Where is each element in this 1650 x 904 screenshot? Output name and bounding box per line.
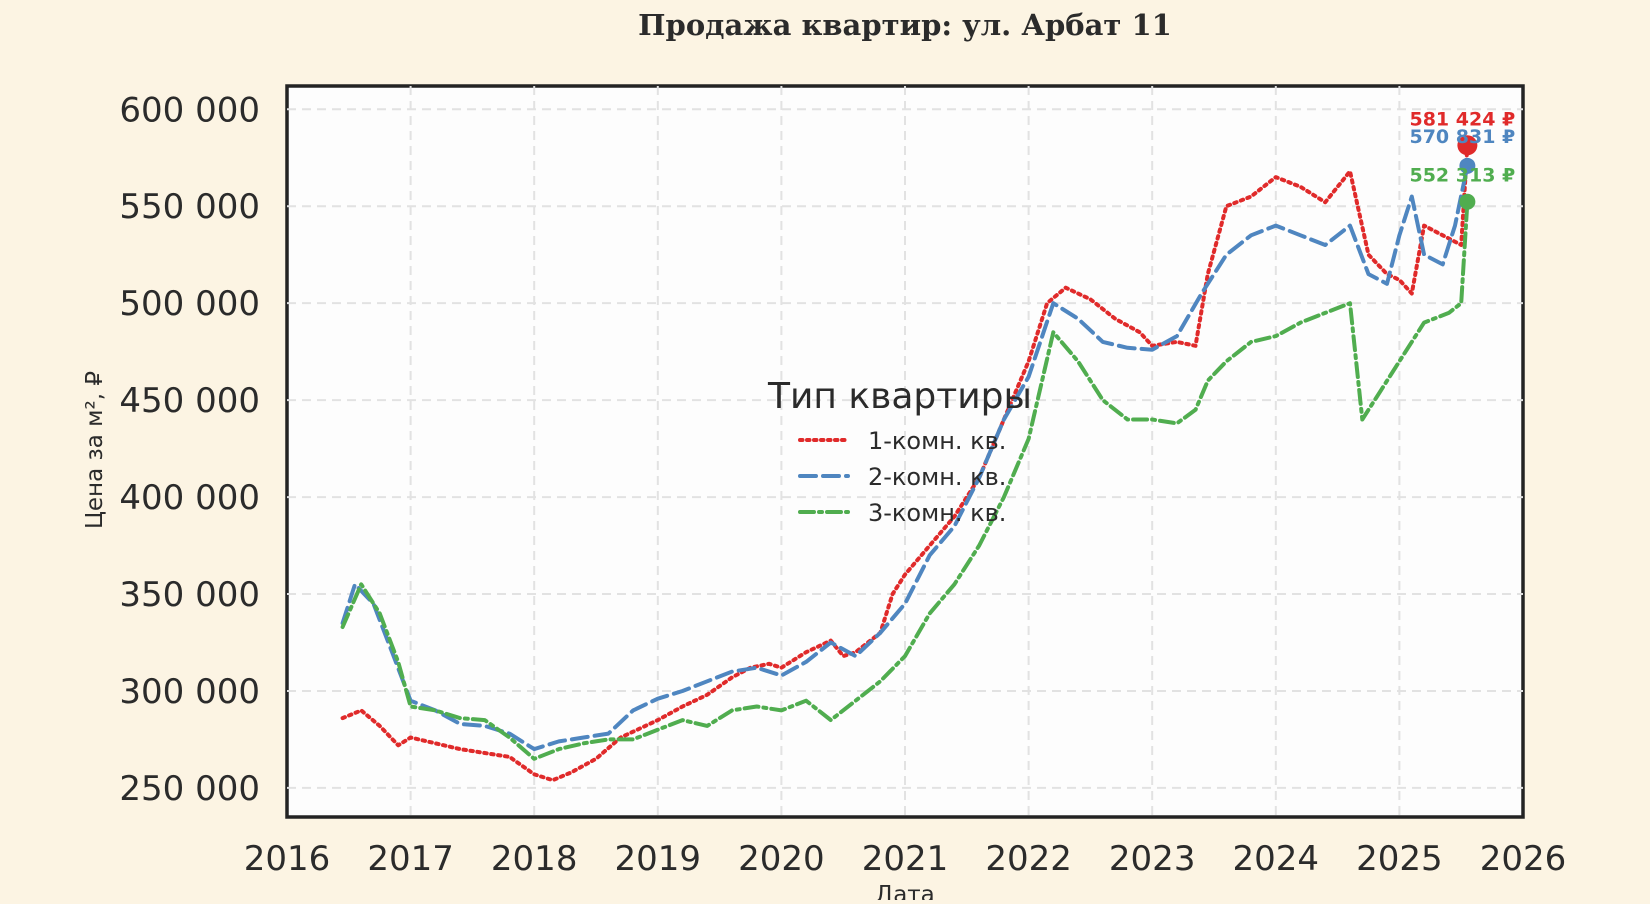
series-1: 581 424 ₽	[340, 108, 1515, 783]
x-tick-label: 2025	[1356, 839, 1443, 879]
y-tick-label: 550 000	[119, 187, 260, 227]
chart-title: Продажа квартир: ул. Арбат 11	[638, 8, 1172, 42]
legend-title: Тип квартиры	[767, 376, 1032, 417]
x-tick-label: 2021	[862, 839, 949, 879]
legend-item-label: 2-комн. кв.	[868, 463, 1006, 491]
y-tick-label: 400 000	[119, 478, 260, 518]
x-tick-label: 2024	[1233, 839, 1320, 879]
legend-item-label: 1-комн. кв.	[868, 427, 1006, 455]
x-tick-label: 2016	[244, 839, 331, 879]
series-end-label: 552 313 ₽	[1409, 165, 1515, 187]
x-tick-label: 2026	[1480, 839, 1567, 879]
grid	[287, 86, 1523, 817]
series-end-label: 570 831 ₽	[1409, 126, 1515, 148]
y-tick-label: 450 000	[119, 381, 260, 421]
y-axis-label: Цена за м², ₽	[82, 371, 108, 529]
series-2: 570 831 ₽	[340, 126, 1515, 752]
series-3: 552 313 ₽	[340, 165, 1515, 761]
series-end-marker	[1459, 193, 1476, 210]
tick-labels: 2016 2017 2018 2019 2020 2021 2022 2023 2024 2025…	[119, 90, 1566, 879]
x-tick-label: 2019	[615, 839, 702, 879]
x-tick-label: 2022	[985, 839, 1072, 879]
series-end-marker	[1459, 157, 1476, 174]
series-line	[340, 163, 1470, 752]
y-tick-label: 300 000	[119, 672, 260, 712]
series-line	[340, 199, 1470, 761]
x-tick-label: 2018	[491, 839, 578, 879]
x-tick-label: 2023	[1109, 839, 1196, 879]
legend-item-label: 3-комн. кв.	[868, 499, 1006, 527]
series-line	[340, 143, 1470, 783]
y-tick-label: 600 000	[119, 90, 260, 130]
y-tick-label: 500 000	[119, 284, 260, 324]
legend: Тип квартиры 1-комн. кв. 2-комн. кв. 3-комн…	[767, 376, 1032, 527]
series-end-marker	[1457, 135, 1478, 156]
x-axis-label: Дата	[875, 882, 935, 900]
x-tick-label: 2020	[738, 839, 825, 879]
series-layer: 581 424 ₽570 831 ₽ 552 313 ₽	[340, 108, 1515, 783]
x-tick-label: 2017	[367, 839, 454, 879]
y-tick-label: 350 000	[119, 575, 260, 615]
y-tick-label: 250 000	[119, 769, 260, 809]
series-end-label: 581 424 ₽	[1409, 108, 1515, 130]
